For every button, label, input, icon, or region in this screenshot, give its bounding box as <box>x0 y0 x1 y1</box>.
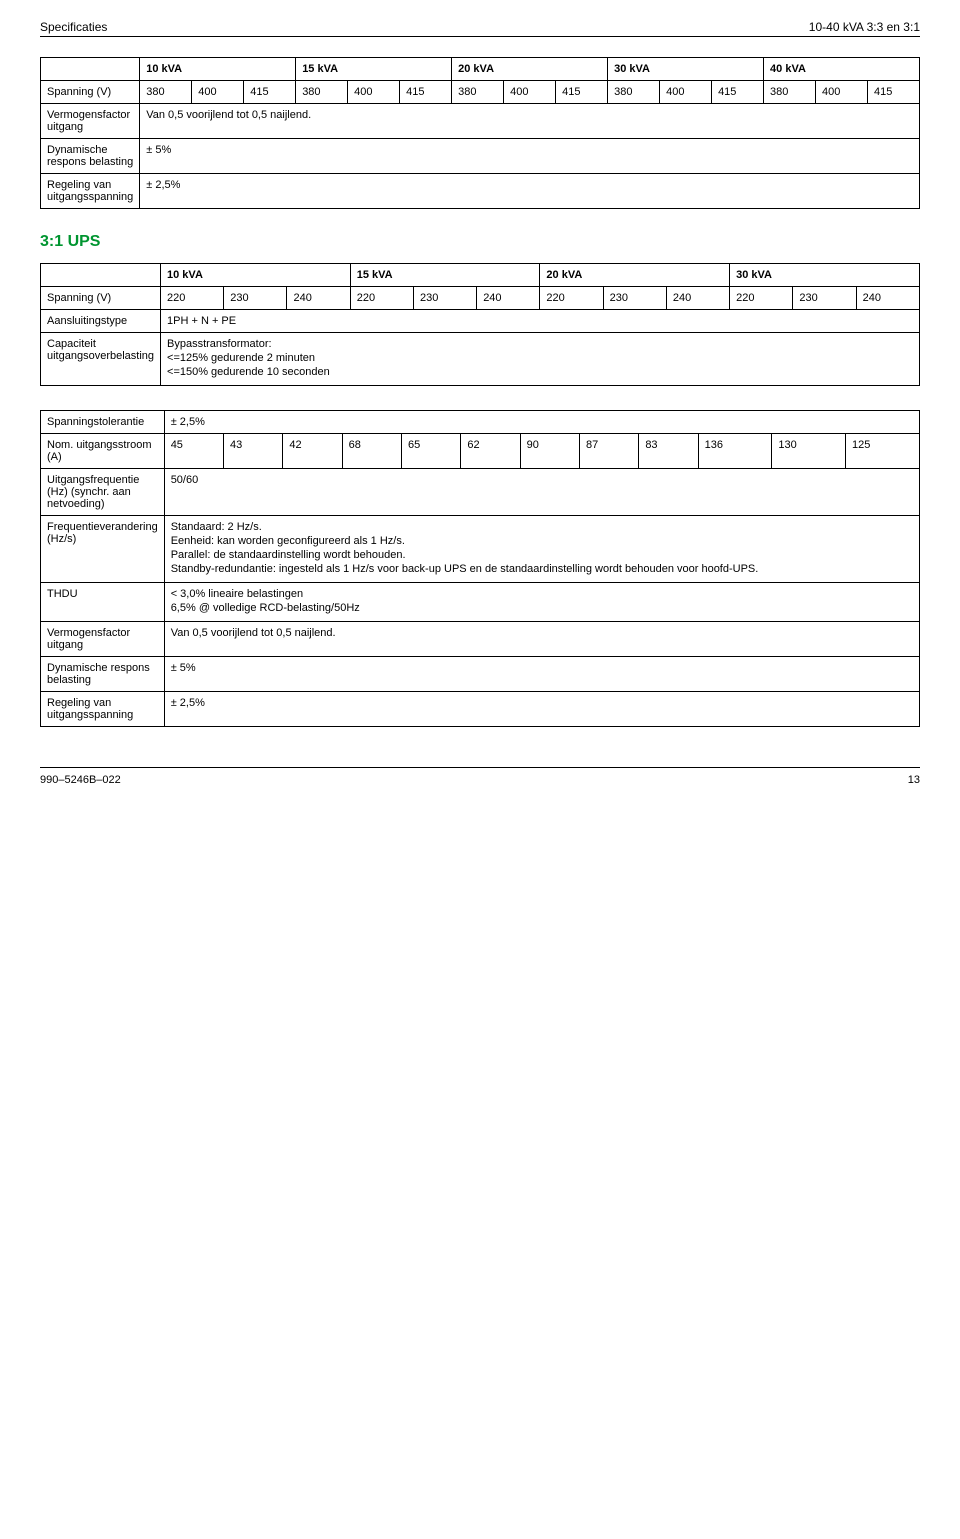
table-row: Dynamische respons belasting ± 5% <box>41 657 920 692</box>
footer-right: 13 <box>908 774 920 786</box>
header-left: Specificaties <box>40 20 107 34</box>
cell: Van 0,5 voorijlend tot 0,5 naijlend. <box>140 104 920 139</box>
row-label: Frequentieverandering (Hz/s) <box>41 516 165 583</box>
col-header: 30 kVA <box>730 264 920 287</box>
table-row: THDU < 3,0% lineaire belastingen 6,5% @ … <box>41 583 920 622</box>
footer-left: 990–5246B–022 <box>40 774 121 786</box>
table-row: Spanning (V) 220 230 240 220 230 240 220… <box>41 287 920 310</box>
table-row: 10 kVA 15 kVA 20 kVA 30 kVA 40 kVA <box>41 58 920 81</box>
row-label: Dynamische respons belasting <box>41 139 140 174</box>
col-header: 40 kVA <box>764 58 920 81</box>
cell: 1PH + N + PE <box>161 310 920 333</box>
row-label: THDU <box>41 583 165 622</box>
table-row: Uitgangsfrequentie (Hz) (synchr. aan net… <box>41 469 920 516</box>
row-label: Uitgangsfrequentie (Hz) (synchr. aan net… <box>41 469 165 516</box>
table-row: Vermogensfactor uitgang Van 0,5 voorijle… <box>41 622 920 657</box>
col-header: 10 kVA <box>140 58 296 81</box>
table-top: 10 kVA 15 kVA 20 kVA 30 kVA 40 kVA Spann… <box>40 57 920 209</box>
row-label: Vermogensfactor uitgang <box>41 622 165 657</box>
cell: Bypasstransformator: <=125% gedurende 2 … <box>161 333 920 386</box>
table-row: Regeling van uitgangsspanning ± 2,5% <box>41 174 920 209</box>
col-header: 10 kVA <box>161 264 351 287</box>
cell: ± 2,5% <box>164 692 919 727</box>
table-row: Frequentieverandering (Hz/s) Standaard: … <box>41 516 920 583</box>
cell: 50/60 <box>164 469 919 516</box>
table-row: Spanningstolerantie ± 2,5% <box>41 411 920 434</box>
row-label: Spanning (V) <box>41 81 140 104</box>
table-row: Regeling van uitgangsspanning ± 2,5% <box>41 692 920 727</box>
header-right: 10-40 kVA 3:3 en 3:1 <box>809 20 920 34</box>
col-header: 30 kVA <box>608 58 764 81</box>
table-3-1-bottom: Spanningstolerantie ± 2,5% Nom. uitgangs… <box>40 410 920 727</box>
page-footer: 990–5246B–022 13 <box>40 767 920 786</box>
table-row: Nom. uitgangsstroom (A) 45 43 42 68 65 6… <box>41 434 920 469</box>
row-label: Nom. uitgangsstroom (A) <box>41 434 165 469</box>
table-row: 10 kVA 15 kVA 20 kVA 30 kVA <box>41 264 920 287</box>
row-label: Dynamische respons belasting <box>41 657 165 692</box>
col-header: 15 kVA <box>350 264 540 287</box>
row-label: Spanningstolerantie <box>41 411 165 434</box>
cell: Van 0,5 voorijlend tot 0,5 naijlend. <box>164 622 919 657</box>
row-label: Regeling van uitgangsspanning <box>41 692 165 727</box>
cell: ± 2,5% <box>164 411 919 434</box>
cell: ± 2,5% <box>140 174 920 209</box>
row-label: Capaciteit uitgangsoverbelasting <box>41 333 161 386</box>
table-row: Spanning (V) 380 400 415 380 400 415 380… <box>41 81 920 104</box>
col-header: 20 kVA <box>452 58 608 81</box>
row-label: Regeling van uitgangsspanning <box>41 174 140 209</box>
row-label: Aansluitingstype <box>41 310 161 333</box>
cell: < 3,0% lineaire belastingen 6,5% @ volle… <box>164 583 919 622</box>
cell: ± 5% <box>164 657 919 692</box>
cell: ± 5% <box>140 139 920 174</box>
table-row: Dynamische respons belasting ± 5% <box>41 139 920 174</box>
table-row: Capaciteit uitgangsoverbelasting Bypasst… <box>41 333 920 386</box>
page-header: Specificaties 10-40 kVA 3:3 en 3:1 <box>40 20 920 37</box>
col-header: 20 kVA <box>540 264 730 287</box>
cell: Standaard: 2 Hz/s. Eenheid: kan worden g… <box>164 516 919 583</box>
table-3-1-top: 10 kVA 15 kVA 20 kVA 30 kVA Spanning (V)… <box>40 263 920 386</box>
table-row: Vermogensfactor uitgang Van 0,5 voorijle… <box>41 104 920 139</box>
table-row: Aansluitingstype 1PH + N + PE <box>41 310 920 333</box>
col-header: 15 kVA <box>296 58 452 81</box>
section-title: 3:1 UPS <box>40 233 920 251</box>
row-label: Spanning (V) <box>41 287 161 310</box>
row-label: Vermogensfactor uitgang <box>41 104 140 139</box>
